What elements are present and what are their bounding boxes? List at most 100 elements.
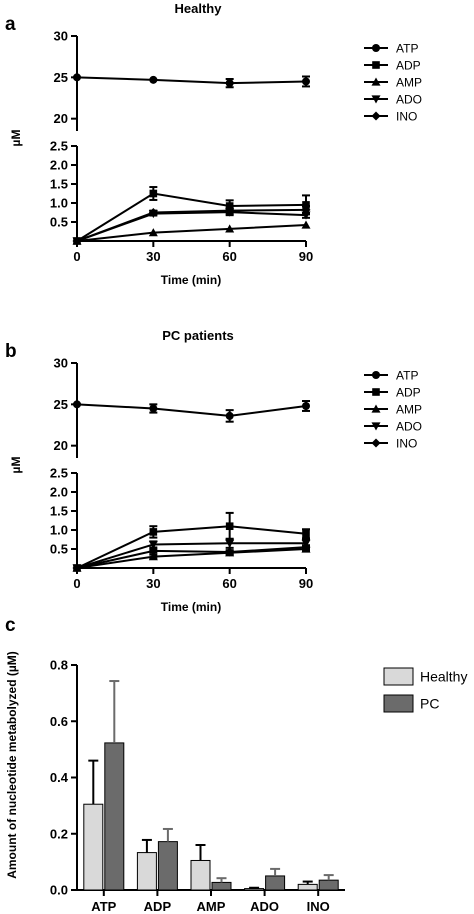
data-point-adp [149, 189, 158, 198]
legend-label: INO [396, 437, 417, 451]
y-axis-label: µM [9, 130, 23, 147]
y-tick-label-upper: 30 [54, 356, 68, 371]
legend-label: ADO [396, 420, 422, 434]
data-point-ino [72, 563, 82, 573]
legend-marker [371, 111, 381, 121]
y-tick-label: 0.0 [50, 883, 68, 898]
legend-swatch-healthy [383, 667, 414, 686]
x-axis-label: Time (min) [161, 600, 221, 614]
series-line-atp [76, 403, 307, 417]
data-point-atp [302, 77, 310, 86]
y-tick-label: 0.4 [50, 770, 69, 785]
y-axis-label: Amount of nucleotide metabolyzed (µM) [5, 651, 19, 879]
data-point-atp [225, 79, 234, 88]
bar-healthy [244, 888, 265, 891]
series-line-atp [76, 76, 307, 85]
y-tick-label-lower: 2.0 [50, 485, 68, 500]
series-line-adp [76, 525, 307, 569]
data-point-ino [301, 205, 311, 215]
x-tick-label: ATP [91, 899, 116, 914]
series-line-amp [76, 548, 307, 569]
y-tick-label: 0.6 [50, 714, 68, 729]
series-line-amp [76, 224, 307, 242]
bar-pc [157, 841, 178, 891]
legend-marker [372, 371, 380, 379]
legend-marker [372, 44, 380, 52]
y-tick-label-lower: 1.0 [50, 196, 68, 211]
legend-label: ATP [396, 42, 418, 56]
data-point-adp [225, 522, 234, 530]
bar-healthy [83, 803, 104, 891]
y-tick-label-lower: 1.5 [50, 504, 68, 519]
panel-label: b [5, 341, 17, 362]
x-tick-label: AMP [197, 899, 226, 914]
y-tick-label-upper: 25 [54, 70, 68, 85]
legend-swatch-pc [383, 694, 414, 713]
y-tick-label-lower: 0.5 [50, 215, 68, 230]
legend-marker [371, 95, 381, 104]
data-point-atp [73, 73, 81, 82]
x-tick-label: 60 [222, 249, 236, 264]
y-tick-label-lower: 2.5 [50, 466, 68, 481]
y-tick-label-lower: 2.5 [50, 139, 68, 154]
legend-marker [371, 404, 381, 413]
x-axis-label: Time (min) [161, 273, 221, 287]
legend-label: AMP [396, 76, 422, 90]
bar-healthy [136, 852, 157, 891]
legend-label: ADP [396, 59, 421, 73]
legend-label: PC [420, 696, 439, 712]
data-point-ino [225, 547, 235, 557]
chart-title: Healthy [175, 1, 223, 16]
x-tick-label: 0 [73, 576, 80, 591]
data-point-amp [148, 228, 158, 237]
y-axis-label: µM [9, 457, 23, 474]
data-point-adp [302, 201, 310, 209]
x-tick-label: 60 [222, 576, 236, 591]
chart-title: PC patients [162, 328, 234, 343]
data-point-amp [225, 224, 235, 233]
y-tick-label: 0.2 [50, 826, 68, 841]
legend-label: Healthy [420, 669, 467, 685]
series-line-ado [76, 542, 306, 569]
legend-label: ATP [396, 369, 418, 383]
data-point-amp [301, 220, 311, 229]
bar-healthy [190, 859, 211, 891]
series-line-adp [76, 192, 307, 242]
legend-marker [371, 77, 381, 86]
series-line-ino [76, 208, 307, 242]
y-tick-label-lower: 1.0 [50, 523, 68, 538]
data-point-atp [149, 75, 158, 84]
data-point-ino [148, 546, 158, 556]
data-point-atp [149, 404, 158, 413]
y-tick-label-lower: 2.0 [50, 158, 68, 173]
data-point-adp [149, 528, 158, 536]
y-tick-label-upper: 25 [54, 397, 68, 412]
legend-marker [372, 388, 380, 396]
data-point-ado [148, 540, 158, 549]
legend-marker [371, 422, 381, 431]
x-tick-label: INO [307, 899, 330, 914]
data-point-ino [301, 542, 311, 552]
data-point-atp [302, 401, 310, 410]
data-point-ino [225, 206, 235, 216]
legend-marker [372, 61, 380, 69]
bar-pc [211, 881, 232, 891]
data-point-ino [72, 236, 82, 246]
y-tick-label: 0.8 [50, 658, 68, 673]
y-tick-label-lower: 0.5 [50, 542, 68, 557]
x-tick-label: ADO [250, 899, 279, 914]
bar-pc [104, 742, 125, 891]
data-point-ino [148, 208, 158, 217]
y-tick-label-lower: 1.5 [50, 177, 68, 192]
x-tick-label: ADP [144, 899, 172, 914]
data-point-adp [302, 530, 310, 538]
x-tick-label: 30 [146, 576, 160, 591]
data-point-ado [225, 539, 235, 548]
y-tick-label-upper: 30 [54, 29, 68, 44]
y-tick-label-upper: 20 [54, 438, 68, 453]
bar-pc [318, 879, 339, 891]
legend-marker [371, 438, 381, 448]
data-point-atp [73, 400, 81, 409]
x-tick-label: 90 [299, 576, 313, 591]
